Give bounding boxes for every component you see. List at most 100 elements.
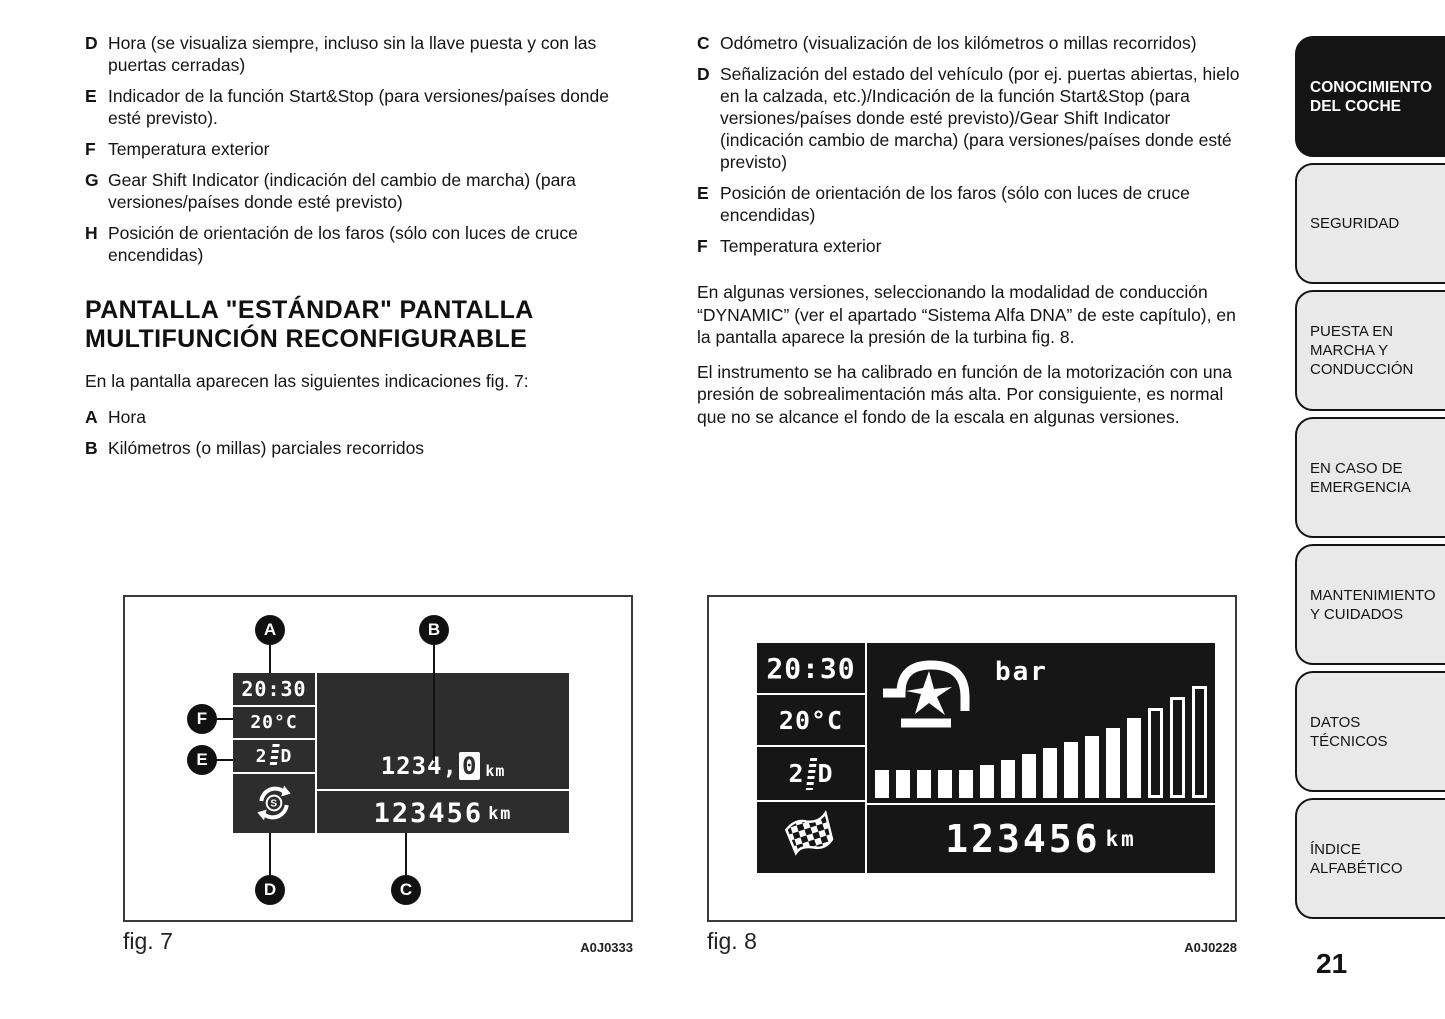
boost-bar-solid xyxy=(917,770,931,798)
list-item: C Odómetro (visualización de los kilómet… xyxy=(697,32,1253,54)
figure-code: A0J0333 xyxy=(580,940,633,955)
boost-bar-solid xyxy=(875,770,889,798)
item-text: Hora (se visualiza siempre, incluso sin … xyxy=(108,33,597,75)
boost-bar-graph xyxy=(875,684,1207,798)
item-letter: C xyxy=(697,33,710,53)
callout-b: B xyxy=(419,615,449,645)
item-text: Señalización del estado del vehículo (po… xyxy=(720,64,1240,172)
odometer-value: 123456 xyxy=(945,817,1101,861)
headlight-beam-icon: D xyxy=(280,745,293,767)
callout-c: C xyxy=(391,875,421,905)
item-letter: D xyxy=(85,33,98,53)
pressure-unit-label: bar xyxy=(995,657,1048,687)
item-letter: F xyxy=(85,139,96,159)
callout-d-line xyxy=(269,833,271,875)
boost-bar-solid xyxy=(1127,718,1141,798)
callout-c-line xyxy=(405,833,407,875)
list-item: B Kilómetros (o millas) parciales recorr… xyxy=(85,437,641,459)
checkered-flag-icon xyxy=(782,809,840,865)
svg-text:S: S xyxy=(270,798,277,809)
item-letter: B xyxy=(85,438,98,458)
sidebar-tab-en-caso-de-emergencia[interactable]: EN CASO DE EMERGENCIA xyxy=(1295,417,1445,538)
list-item: G Gear Shift Indicator (indicación del c… xyxy=(85,169,641,213)
figure-7: 20:30 20°C 2 D xyxy=(123,595,633,955)
item-text: Hora xyxy=(108,407,146,427)
callout-a: A xyxy=(255,615,285,645)
list-item: D Hora (se visualiza siempre, incluso si… xyxy=(85,32,641,76)
headlight-level-value: 2 xyxy=(788,759,805,788)
item-text: Posición de orientación de los faros (só… xyxy=(108,223,578,265)
boost-gauge-area: bar xyxy=(867,643,1215,805)
boost-bar-solid xyxy=(1022,754,1036,798)
odometer-value: 123456 xyxy=(373,797,484,829)
boost-bar-solid xyxy=(938,770,952,798)
outside-temperature-readout: 20°C xyxy=(757,695,865,747)
outside-temperature-readout: 20°C xyxy=(233,707,315,740)
sidebar-tab-puesta-en-marcha[interactable]: PUESTA EN MARCHA Y CONDUCCIÓN xyxy=(1295,290,1445,411)
item-letter: E xyxy=(697,183,709,203)
callout-d: D xyxy=(255,875,285,905)
item-text: Kilómetros (o millas) parciales recorrid… xyxy=(108,438,425,458)
trip-odometer-readout: 1234, 0 km xyxy=(317,673,569,791)
sidebar-tab-mantenimiento[interactable]: MANTENIMIENTO Y CUIDADOS xyxy=(1295,544,1445,665)
headlight-aim-readout: 2 D xyxy=(233,740,315,774)
boost-bar-hollow xyxy=(1170,697,1185,798)
item-text: Temperatura exterior xyxy=(720,236,882,256)
total-odometer-readout: 123456 km xyxy=(317,793,569,833)
boost-bar-hollow xyxy=(1192,686,1207,798)
headlight-leveling-icon xyxy=(805,757,817,790)
headlight-level-value: 2 xyxy=(255,745,268,767)
figure-caption: fig. 7 xyxy=(123,928,173,954)
trip-value: 1234, xyxy=(380,752,458,780)
item-letter: E xyxy=(85,86,97,106)
section-heading: PANTALLA "ESTÁNDAR" PANTALLA MULTIFUNCIÓ… xyxy=(85,296,533,353)
item-letter: H xyxy=(85,223,98,243)
callout-e: E xyxy=(187,745,217,775)
sidebar-tab-seguridad[interactable]: SEGURIDAD xyxy=(1295,163,1445,284)
paragraph: El instrumento se ha calibrado en funció… xyxy=(697,361,1233,427)
boost-bar-solid xyxy=(959,770,973,798)
multifunction-display: 20:30 20°C 2 D xyxy=(233,673,569,833)
display-left-column: 20:30 20°C 2 D xyxy=(233,673,317,833)
item-letter: A xyxy=(85,407,98,427)
figure-7-frame: 20:30 20°C 2 D xyxy=(123,595,633,922)
turbo-pressure-display: 20:30 20°C 2 D xyxy=(757,643,1215,873)
figure-8-caption-row: fig. 8 A0J0228 xyxy=(707,928,1237,955)
start-stop-cell: S xyxy=(233,774,315,831)
item-text: Odómetro (visualización de los kilómetro… xyxy=(720,33,1197,53)
headlight-beam-icon: D xyxy=(817,759,834,788)
callout-f-line xyxy=(217,718,233,720)
list-item: D Señalización del estado del vehículo (… xyxy=(697,63,1253,173)
item-letter: G xyxy=(85,170,99,190)
trip-unit: km xyxy=(485,762,506,780)
clock-readout: 20:30 xyxy=(233,673,315,707)
list-item: E Indicador de la función Start&Stop (pa… xyxy=(85,85,641,129)
turbo-icon xyxy=(877,653,985,745)
checkered-flag-cell xyxy=(757,802,865,871)
figure-7-caption-row: fig. 7 A0J0333 xyxy=(123,928,633,955)
right-text-column: C Odómetro (visualización de los kilómet… xyxy=(697,32,1253,440)
figure-8: 20:30 20°C 2 D xyxy=(707,595,1237,955)
display-main-area: bar 123456 km xyxy=(867,643,1215,873)
chapter-tab-sidebar: CONOCIMIENTO DEL COCHE SEGURIDAD PUESTA … xyxy=(1295,36,1445,925)
display-main-area: 1234, 0 km 123456 km xyxy=(317,673,569,833)
odometer-unit: km xyxy=(488,803,513,823)
callout-e-line xyxy=(217,759,233,761)
item-text: Temperatura exterior xyxy=(108,139,270,159)
callout-b-line xyxy=(433,645,435,761)
display-left-column: 20:30 20°C 2 D xyxy=(757,643,867,873)
boost-bar-solid xyxy=(1106,728,1120,798)
paragraph: En algunas versiones, seleccionando la m… xyxy=(697,282,1236,347)
list-item: F Temperatura exterior xyxy=(697,235,1253,257)
sidebar-tab-indice-alfabetico[interactable]: ÍNDICE ALFABÉTICO xyxy=(1295,798,1445,919)
figure-8-frame: 20:30 20°C 2 D xyxy=(707,595,1237,922)
start-stop-icon: S xyxy=(254,783,294,823)
item-text: Indicador de la función Start&Stop (para… xyxy=(108,86,610,128)
item-letter: F xyxy=(697,236,708,256)
sidebar-tab-conocimiento-del-coche[interactable]: CONOCIMIENTO DEL COCHE xyxy=(1295,36,1445,157)
sidebar-tab-datos-tecnicos[interactable]: DATOS TÉCNICOS xyxy=(1295,671,1445,792)
list-item: F Temperatura exterior xyxy=(85,138,641,160)
item-text: Posición de orientación de los faros (só… xyxy=(720,183,1190,225)
left-text-column: D Hora (se visualiza siempre, incluso si… xyxy=(85,32,641,468)
clock-readout: 20:30 xyxy=(757,643,865,695)
